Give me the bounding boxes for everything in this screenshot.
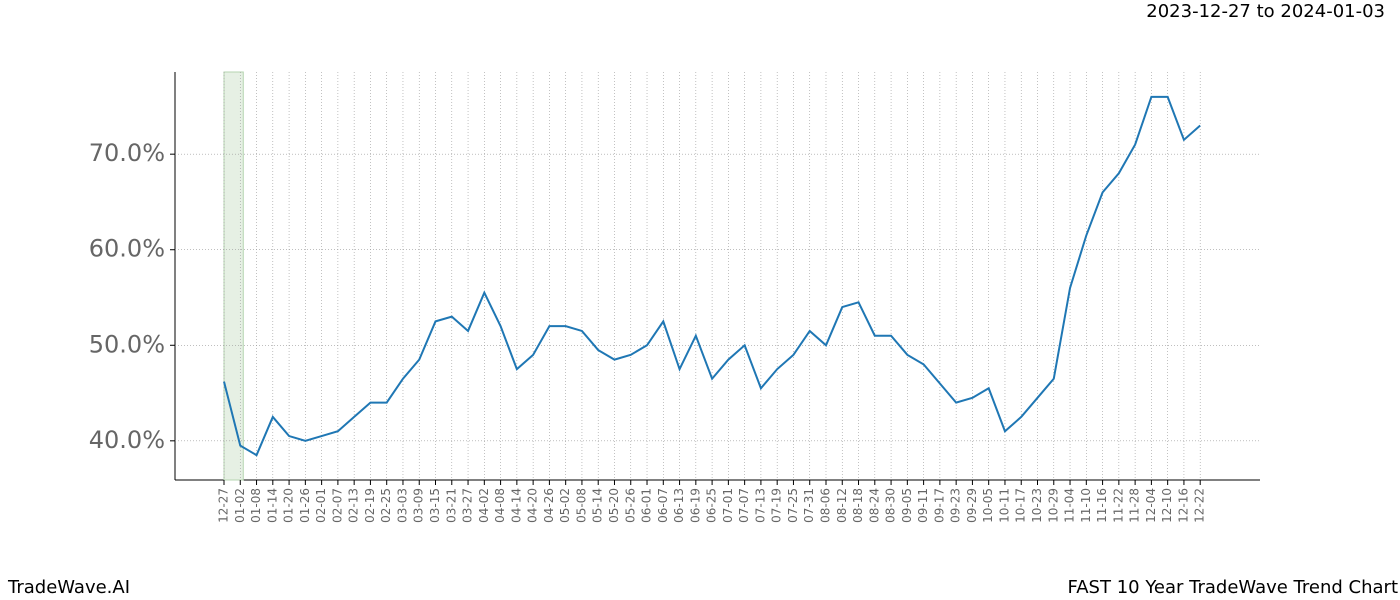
chart-title: FAST 10 Year TradeWave Trend Chart [1068, 577, 1398, 598]
x-tick-label: 06-01 [640, 488, 654, 523]
x-tick-label: 02-01 [314, 488, 328, 523]
y-tick-label: 70.0% [89, 139, 165, 167]
x-tick-label: 03-09 [412, 488, 426, 523]
date-range: 2023-12-27 to 2024-01-03 [1146, 1, 1385, 22]
x-tick-label: 05-20 [607, 488, 621, 523]
x-tick-label: 06-25 [705, 488, 719, 523]
x-tick-label: 05-26 [623, 488, 637, 523]
x-tick-label: 08-30 [884, 488, 898, 523]
x-tick-label: 07-19 [770, 488, 784, 523]
x-tick-label: 11-10 [1079, 488, 1093, 523]
x-tick-label: 05-02 [558, 488, 572, 523]
x-tick-label: 08-18 [851, 488, 865, 523]
y-tick-label: 60.0% [89, 235, 165, 263]
x-tick-label: 10-17 [1014, 488, 1028, 523]
x-tick-label: 06-07 [656, 488, 670, 523]
x-tick-label: 12-16 [1176, 488, 1190, 523]
x-tick-label: 03-21 [444, 488, 458, 523]
x-tick-label: 08-12 [835, 488, 849, 523]
x-tick-label: 10-05 [981, 488, 995, 523]
x-tick-label: 09-11 [916, 488, 930, 523]
x-tick-label: 02-13 [347, 488, 361, 523]
x-tick-label: 03-27 [461, 488, 475, 523]
x-tick-label: 04-26 [542, 488, 556, 523]
x-tick-label: 08-24 [867, 488, 881, 523]
x-tick-label: 11-22 [1111, 488, 1125, 523]
trend-line [223, 95, 1201, 457]
brand: TradeWave.AI [7, 577, 130, 598]
x-tick-label: 02-07 [330, 488, 344, 523]
x-tick-label: 06-13 [672, 488, 686, 523]
x-tick-label: 12-04 [1144, 488, 1158, 523]
x-tick-label: 03-15 [428, 488, 442, 523]
x-tick-label: 09-23 [949, 488, 963, 523]
x-tick-label: 02-25 [379, 488, 393, 523]
x-tick-label: 09-05 [900, 488, 914, 523]
x-tick-label: 12-22 [1193, 488, 1207, 523]
x-tick-label: 10-11 [997, 488, 1011, 523]
x-tick-label: 12-27 [217, 488, 231, 523]
x-tick-label: 04-14 [509, 488, 523, 523]
x-tick-label: 02-19 [363, 488, 377, 523]
x-tick-label: 07-25 [786, 488, 800, 523]
x-tick-label: 07-07 [737, 488, 751, 523]
x-tick-label: 11-16 [1095, 488, 1109, 523]
x-tick-label: 12-10 [1160, 488, 1174, 523]
x-tick-label: 08-06 [818, 488, 832, 523]
x-tick-label: 06-19 [688, 488, 702, 523]
x-tick-label: 10-29 [1046, 488, 1060, 523]
x-tick-label: 05-14 [591, 488, 605, 523]
x-tick-label: 10-23 [1030, 488, 1044, 523]
x-tick-label: 07-13 [753, 488, 767, 523]
x-tick-label: 07-31 [802, 488, 816, 523]
x-tick-label: 07-01 [721, 488, 735, 523]
x-tick-label: 01-14 [265, 488, 279, 523]
x-tick-label: 01-26 [298, 488, 312, 523]
x-tick-label: 01-20 [282, 488, 296, 523]
x-tick-label: 03-03 [395, 488, 409, 523]
y-tick-label: 40.0% [89, 426, 165, 454]
x-tick-label: 01-02 [233, 488, 247, 523]
x-tick-label: 01-08 [249, 488, 263, 523]
x-tick-label: 09-29 [965, 488, 979, 523]
x-tick-label: 04-08 [493, 488, 507, 523]
x-tick-label: 09-17 [932, 488, 946, 523]
x-tick-label: 11-04 [1063, 488, 1077, 523]
x-tick-label: 04-20 [526, 488, 540, 523]
x-tick-label: 05-08 [574, 488, 588, 523]
x-tick-label: 04-02 [477, 488, 491, 523]
x-tick-label: 11-28 [1128, 488, 1142, 523]
y-tick-label: 50.0% [89, 330, 165, 358]
